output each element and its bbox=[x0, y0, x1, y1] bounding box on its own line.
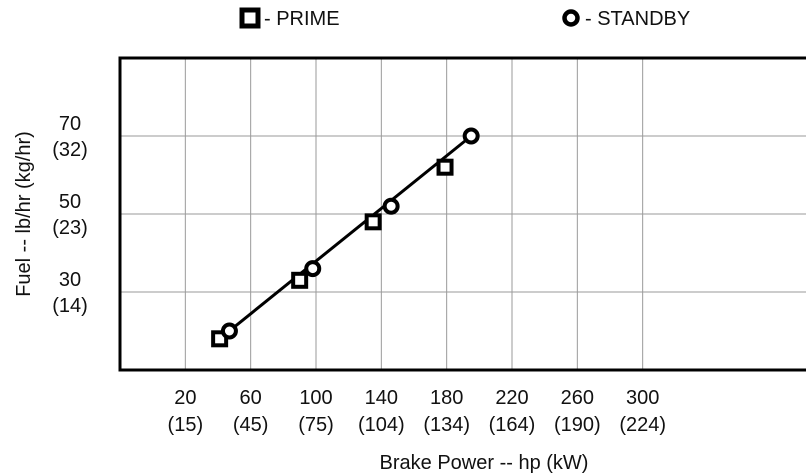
y-tick-label: 70 bbox=[59, 113, 81, 135]
x-tick-sublabel: (75) bbox=[298, 414, 334, 436]
x-axis-ticks: 20 (15) 60 (45) 100 (75) 140 (104) 180 (134) 220 (1… bbox=[168, 387, 666, 436]
y-tick-sublabel: (32) bbox=[52, 139, 88, 161]
plot-frame bbox=[118, 56, 806, 372]
grid bbox=[120, 58, 806, 370]
y-tick-sublabel: (23) bbox=[52, 217, 88, 239]
x-tick-sublabel: (190) bbox=[554, 414, 601, 436]
y-axis-label: Fuel -- lb/hr (kg/hr) bbox=[13, 131, 35, 297]
standby-point bbox=[462, 127, 480, 145]
legend-prime-label: - PRIME bbox=[264, 8, 340, 30]
legend-standby-label: - STANDBY bbox=[585, 8, 690, 30]
prime-point bbox=[291, 271, 309, 289]
legend: - PRIME - STANDBY bbox=[239, 7, 690, 30]
legend-standby-circle-icon bbox=[562, 9, 580, 27]
x-tick-label: 300 bbox=[626, 387, 659, 409]
standby-point bbox=[304, 260, 322, 278]
x-tick-sublabel: (134) bbox=[423, 414, 470, 436]
y-axis-ticks: 30 (14) 50 (23) 70 (32) bbox=[52, 113, 88, 317]
fuel-trend-line bbox=[218, 134, 473, 340]
x-tick-sublabel: (15) bbox=[168, 414, 204, 436]
y-tick-sublabel: (14) bbox=[52, 295, 88, 317]
x-tick-sublabel: (164) bbox=[489, 414, 536, 436]
standby-point bbox=[220, 322, 238, 340]
x-tick-label: 20 bbox=[174, 387, 196, 409]
prime-point bbox=[364, 213, 382, 231]
prime-point bbox=[436, 158, 454, 176]
x-tick-label: 180 bbox=[430, 387, 463, 409]
x-tick-label: 100 bbox=[299, 387, 332, 409]
data-markers bbox=[211, 127, 480, 348]
standby-point bbox=[382, 197, 400, 215]
x-axis-label: Brake Power -- hp (kW) bbox=[380, 452, 589, 474]
x-tick-label: 140 bbox=[365, 387, 398, 409]
y-tick-label: 30 bbox=[59, 269, 81, 291]
x-tick-sublabel: (224) bbox=[619, 414, 666, 436]
y-tick-label: 50 bbox=[59, 191, 81, 213]
legend-prime-square-icon bbox=[239, 7, 261, 29]
x-tick-sublabel: (45) bbox=[233, 414, 269, 436]
x-tick-label: 220 bbox=[495, 387, 528, 409]
x-tick-label: 260 bbox=[561, 387, 594, 409]
series-lines bbox=[218, 134, 473, 340]
x-tick-label: 60 bbox=[240, 387, 262, 409]
x-tick-sublabel: (104) bbox=[358, 414, 405, 436]
legend-item-standby: - STANDBY bbox=[562, 8, 690, 30]
legend-item-prime: - PRIME bbox=[239, 7, 340, 30]
